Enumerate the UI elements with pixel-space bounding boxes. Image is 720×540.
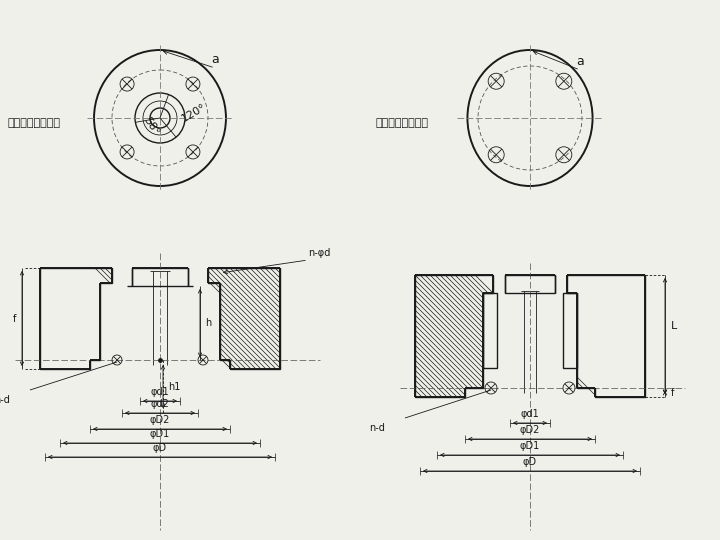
Text: h: h	[205, 318, 211, 328]
Text: φd1: φd1	[150, 387, 169, 397]
Text: φd2: φd2	[150, 399, 169, 409]
Text: f: f	[13, 314, 16, 323]
Text: φd1: φd1	[521, 409, 539, 419]
Text: φD1: φD1	[150, 429, 170, 439]
Text: φD2: φD2	[150, 415, 170, 425]
Text: 与蜗杆轴心线平行: 与蜗杆轴心线平行	[375, 118, 428, 128]
Text: a: a	[576, 55, 584, 68]
Text: φD2: φD2	[520, 425, 540, 435]
Text: φD: φD	[153, 443, 167, 453]
Text: n-φd: n-φd	[308, 248, 330, 258]
Text: φD: φD	[523, 457, 537, 467]
Text: n-d: n-d	[369, 423, 385, 433]
Text: 120°: 120°	[180, 102, 208, 124]
Text: 与蜗杆轴心线平行: 与蜗杆轴心线平行	[8, 118, 61, 128]
Text: a: a	[211, 53, 219, 66]
Text: φD1: φD1	[520, 441, 540, 451]
Text: h1: h1	[168, 381, 181, 391]
Text: f: f	[671, 388, 675, 397]
Text: 58°: 58°	[142, 115, 161, 137]
Text: L: L	[671, 321, 678, 331]
Text: n-d: n-d	[0, 395, 10, 405]
